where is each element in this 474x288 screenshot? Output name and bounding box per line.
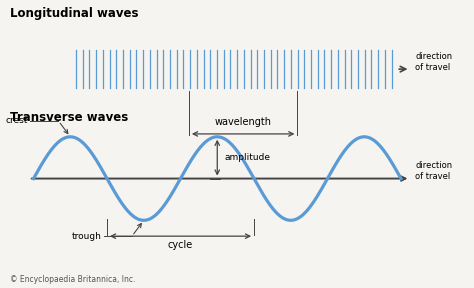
- Text: trough: trough: [72, 232, 101, 241]
- Text: Longitudinal waves: Longitudinal waves: [10, 7, 138, 20]
- Text: cycle: cycle: [168, 240, 193, 251]
- Text: wavelength: wavelength: [215, 117, 272, 127]
- Text: Transverse waves: Transverse waves: [10, 111, 128, 124]
- Text: © Encyclopaedia Britannica, Inc.: © Encyclopaedia Britannica, Inc.: [10, 275, 136, 284]
- Text: crest: crest: [6, 116, 28, 126]
- Text: direction
of travel: direction of travel: [415, 52, 452, 72]
- Text: direction
of travel: direction of travel: [415, 161, 452, 181]
- Text: amplitude: amplitude: [224, 153, 270, 162]
